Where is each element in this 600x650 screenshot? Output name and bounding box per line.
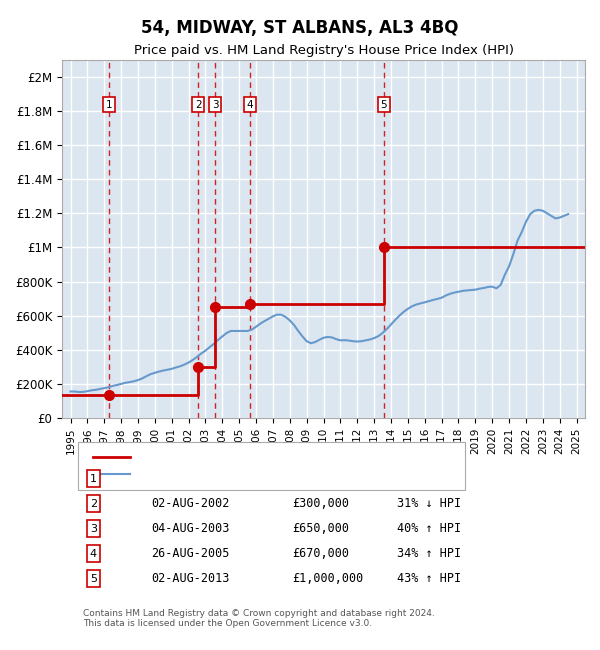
Text: 1: 1 [90,474,97,484]
Text: £650,000: £650,000 [292,522,349,535]
Text: 08-APR-1997: 08-APR-1997 [151,472,229,485]
Text: 31% ↓ HPI: 31% ↓ HPI [397,497,461,510]
Text: 54, MIDWAY, ST ALBANS, AL3 4BQ (detached house): 54, MIDWAY, ST ALBANS, AL3 4BQ (detached… [138,452,430,462]
Text: Contains HM Land Registry data © Crown copyright and database right 2024.
This d: Contains HM Land Registry data © Crown c… [83,609,435,629]
FancyBboxPatch shape [78,442,465,489]
Text: 02-AUG-2002: 02-AUG-2002 [151,497,229,510]
Text: HPI: Average price, detached house, St Albans: HPI: Average price, detached house, St A… [138,469,397,480]
Text: 3: 3 [212,99,218,110]
Text: 3: 3 [90,524,97,534]
Text: 43% ↑ HPI: 43% ↑ HPI [397,572,461,585]
Text: 4: 4 [247,99,253,110]
Text: 02-AUG-2013: 02-AUG-2013 [151,572,229,585]
Text: £670,000: £670,000 [292,547,349,560]
Text: 5: 5 [90,573,97,584]
Text: 54, MIDWAY, ST ALBANS, AL3 4BQ: 54, MIDWAY, ST ALBANS, AL3 4BQ [141,20,459,38]
Text: 2: 2 [195,99,202,110]
Text: 33% ↓ HPI: 33% ↓ HPI [397,472,461,485]
Text: £300,000: £300,000 [292,497,349,510]
Text: 40% ↑ HPI: 40% ↑ HPI [397,522,461,535]
Text: 5: 5 [380,99,387,110]
Text: 4: 4 [90,549,97,558]
Text: 34% ↑ HPI: 34% ↑ HPI [397,547,461,560]
Text: £135,000: £135,000 [292,472,349,485]
Text: 04-AUG-2003: 04-AUG-2003 [151,522,229,535]
Text: 26-AUG-2005: 26-AUG-2005 [151,547,229,560]
Text: £1,000,000: £1,000,000 [292,572,364,585]
Title: Price paid vs. HM Land Registry's House Price Index (HPI): Price paid vs. HM Land Registry's House … [134,44,514,57]
Text: 1: 1 [106,99,112,110]
Text: 2: 2 [90,499,97,509]
